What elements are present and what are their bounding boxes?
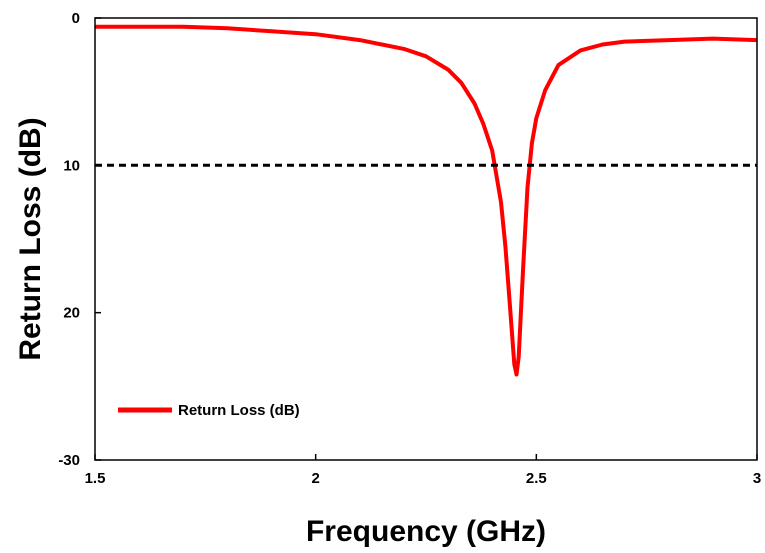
x-tick-label: 2.5 xyxy=(526,470,547,487)
x-axis-label: Frequency (GHz) xyxy=(306,515,546,548)
legend: Return Loss (dB) xyxy=(118,402,300,419)
ticks-layer: 1.5 2 2.5 3 0 10 20 -30 xyxy=(58,10,761,487)
series-layer xyxy=(95,24,758,377)
y-tick-label: 20 xyxy=(63,305,80,322)
series-line-0 xyxy=(95,24,758,377)
x-tick-label: 3 xyxy=(753,470,761,487)
x-tick-label: 1.5 xyxy=(85,470,106,487)
x-tick-label: 2 xyxy=(311,470,319,487)
y-tick-label: 0 xyxy=(72,10,80,27)
y-tick-label: 10 xyxy=(63,157,80,174)
y-tick-label: -30 xyxy=(58,452,80,469)
plot-frame xyxy=(94,17,758,461)
y-axis-label: Return Loss (dB) xyxy=(14,117,47,360)
legend-label: Return Loss (dB) xyxy=(178,402,300,419)
